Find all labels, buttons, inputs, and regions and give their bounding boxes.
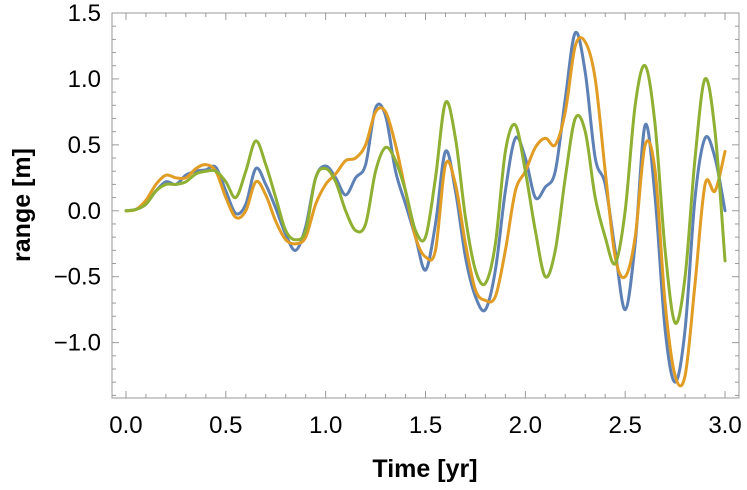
x-axis: 0.0 0.5 1.0 1.5 2.0 2.5 3.0 [109, 13, 742, 439]
x-tick-label: 1.0 [309, 412, 342, 439]
y-tick-label: 0.0 [68, 198, 101, 225]
plot-frame [111, 12, 740, 399]
series-layer [124, 30, 727, 388]
y-tick-label: 1.0 [68, 66, 101, 93]
x-tick-label: 2.5 [608, 412, 641, 439]
y-tick-label: 1.5 [68, 0, 101, 27]
x-axis-title: Time [yr] [372, 455, 477, 483]
x-tick-label: 3.0 [708, 412, 741, 439]
y-axis-title: range [m] [8, 148, 36, 262]
y-tick-label: −0.5 [54, 264, 101, 291]
series-line-1 [124, 30, 727, 384]
x-tick-label: 1.5 [409, 412, 442, 439]
x-tick-label: 0.0 [109, 412, 142, 439]
series-line-3 [124, 64, 727, 325]
series-line-2 [124, 36, 727, 388]
x-tick-label: 0.5 [209, 412, 242, 439]
y-tick-label: −1.0 [54, 330, 101, 357]
y-tick-label: 0.5 [68, 132, 101, 159]
y-axis: −1.0 −0.5 0.0 0.5 1.0 1.5 [54, 0, 739, 396]
x-tick-label: 2.0 [509, 412, 542, 439]
